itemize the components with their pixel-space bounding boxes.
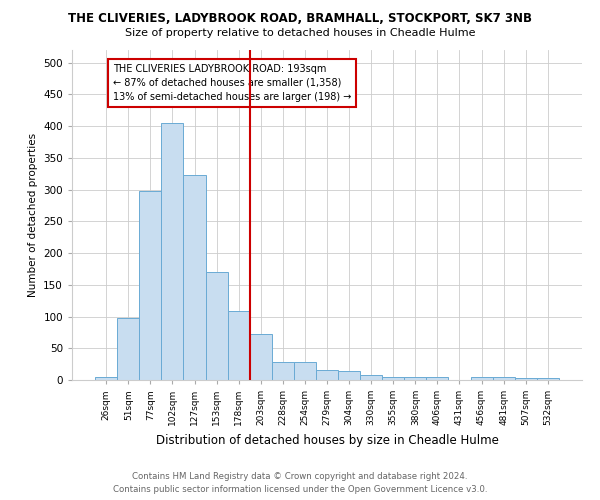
X-axis label: Distribution of detached houses by size in Cheadle Hulme: Distribution of detached houses by size … [155, 434, 499, 446]
Text: Size of property relative to detached houses in Cheadle Hulme: Size of property relative to detached ho… [125, 28, 475, 38]
Bar [537, 378, 559, 380]
Bar [316, 370, 338, 380]
Bar [404, 378, 427, 380]
Bar [250, 334, 272, 380]
Bar [515, 378, 537, 380]
Bar [227, 312, 250, 380]
Bar [360, 375, 382, 380]
Bar [206, 272, 227, 380]
Text: Contains HM Land Registry data © Crown copyright and database right 2024.
Contai: Contains HM Land Registry data © Crown c… [113, 472, 487, 494]
Text: THE CLIVERIES LADYBROOK ROAD: 193sqm
← 87% of detached houses are smaller (1,358: THE CLIVERIES LADYBROOK ROAD: 193sqm ← 8… [113, 64, 351, 102]
Bar [272, 362, 294, 380]
Y-axis label: Number of detached properties: Number of detached properties [28, 133, 38, 297]
Bar [184, 175, 206, 380]
Bar [139, 191, 161, 380]
Bar [470, 377, 493, 380]
Text: THE CLIVERIES, LADYBROOK ROAD, BRAMHALL, STOCKPORT, SK7 3NB: THE CLIVERIES, LADYBROOK ROAD, BRAMHALL,… [68, 12, 532, 26]
Bar [382, 378, 404, 380]
Bar [117, 318, 139, 380]
Bar [338, 371, 360, 380]
Bar [294, 362, 316, 380]
Bar [427, 377, 448, 380]
Bar [493, 378, 515, 380]
Bar [161, 123, 184, 380]
Bar [95, 377, 117, 380]
